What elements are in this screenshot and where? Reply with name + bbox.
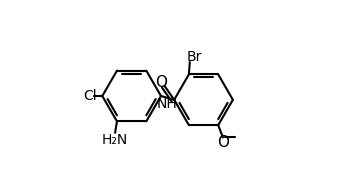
Text: H₂N: H₂N <box>102 133 128 147</box>
Text: O: O <box>155 74 167 89</box>
Text: NH: NH <box>157 97 178 111</box>
Text: Cl: Cl <box>83 89 96 103</box>
Text: Br: Br <box>186 50 202 64</box>
Text: O: O <box>217 135 229 150</box>
